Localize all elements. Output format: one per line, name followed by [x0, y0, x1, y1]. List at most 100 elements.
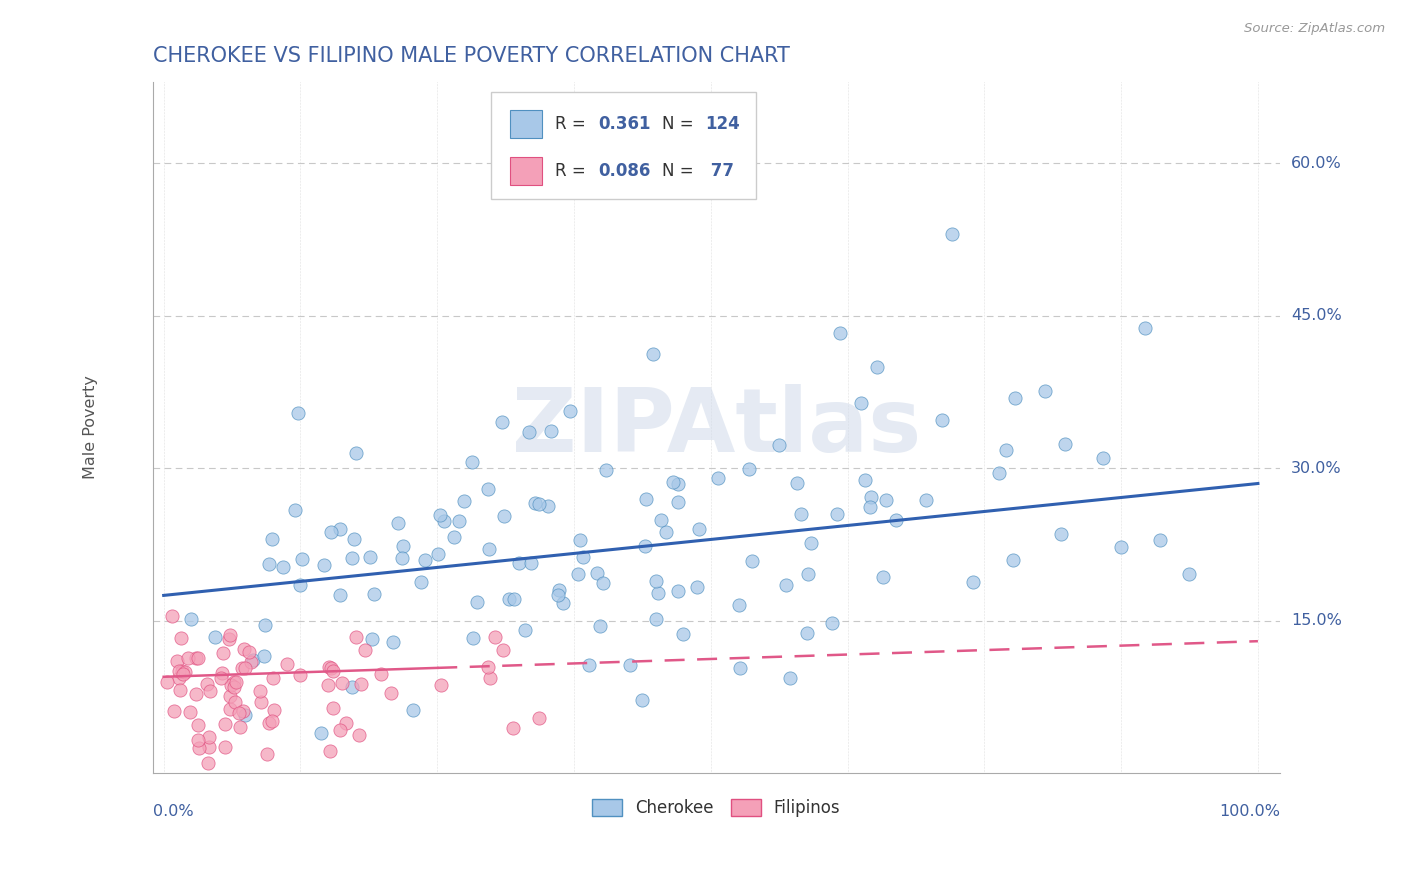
- Point: [197, 756, 219, 771]
- Point: [186, 688, 208, 702]
- Point: [1050, 527, 1073, 541]
- Point: [343, 532, 366, 546]
- Point: [941, 227, 963, 242]
- Point: [492, 643, 515, 657]
- Point: [166, 654, 188, 668]
- Point: [249, 684, 271, 698]
- Point: [233, 641, 256, 656]
- Point: [707, 471, 730, 485]
- Point: [340, 681, 363, 695]
- Point: [276, 657, 298, 672]
- Point: [349, 728, 371, 742]
- Point: [666, 495, 689, 509]
- Point: [779, 671, 801, 685]
- Point: [186, 650, 208, 665]
- Point: [228, 706, 250, 720]
- Point: [224, 695, 246, 709]
- Point: [329, 588, 352, 602]
- Point: [461, 454, 484, 468]
- Point: [859, 491, 882, 505]
- Point: [231, 661, 253, 675]
- Point: [1178, 566, 1201, 581]
- Point: [453, 493, 475, 508]
- Point: [647, 586, 669, 600]
- Text: 77: 77: [704, 161, 734, 179]
- Point: [263, 703, 285, 717]
- Point: [312, 558, 335, 572]
- Point: [195, 677, 218, 691]
- Legend: Cherokee, Filipinos: Cherokee, Filipinos: [585, 792, 848, 824]
- Point: [239, 655, 262, 669]
- FancyBboxPatch shape: [510, 157, 541, 185]
- Text: 15.0%: 15.0%: [1291, 614, 1341, 628]
- Point: [218, 628, 240, 642]
- Point: [219, 702, 242, 716]
- Point: [430, 678, 453, 692]
- Point: [502, 592, 524, 607]
- Point: [527, 710, 550, 724]
- Point: [197, 740, 219, 755]
- Point: [915, 492, 938, 507]
- Point: [187, 732, 209, 747]
- Point: [619, 658, 641, 673]
- Text: N =: N =: [662, 161, 699, 179]
- Point: [174, 665, 197, 679]
- Point: [198, 684, 221, 698]
- Point: [402, 703, 425, 717]
- Point: [322, 664, 344, 678]
- Point: [290, 578, 312, 592]
- Point: [381, 635, 404, 649]
- Point: [329, 723, 352, 737]
- Point: [519, 557, 541, 571]
- Point: [254, 617, 277, 632]
- Point: [177, 651, 200, 665]
- Point: [170, 632, 193, 646]
- Point: [359, 549, 381, 564]
- Point: [498, 592, 520, 607]
- Point: [478, 542, 501, 557]
- Point: [219, 678, 242, 692]
- Point: [1033, 384, 1056, 399]
- Point: [537, 499, 560, 513]
- Point: [592, 576, 614, 591]
- Point: [727, 599, 749, 613]
- Point: [316, 677, 339, 691]
- FancyBboxPatch shape: [491, 92, 755, 199]
- Point: [256, 747, 278, 761]
- Point: [172, 664, 194, 678]
- Point: [155, 675, 177, 690]
- Point: [567, 566, 589, 581]
- Point: [169, 683, 191, 698]
- Point: [214, 739, 236, 754]
- Point: [491, 416, 513, 430]
- Point: [508, 557, 530, 571]
- Point: [859, 500, 882, 515]
- Text: R =: R =: [555, 161, 591, 179]
- Point: [253, 649, 276, 664]
- Point: [232, 704, 254, 718]
- Point: [513, 624, 536, 638]
- Point: [329, 522, 352, 536]
- Point: [204, 630, 226, 644]
- Point: [188, 741, 211, 756]
- Point: [238, 644, 260, 658]
- Point: [775, 578, 797, 592]
- Point: [160, 609, 183, 624]
- Point: [284, 503, 307, 517]
- Point: [218, 632, 240, 646]
- Point: [242, 653, 264, 667]
- Point: [1133, 321, 1156, 335]
- Point: [995, 442, 1018, 457]
- Point: [547, 582, 569, 597]
- Point: [260, 532, 283, 546]
- Point: [551, 596, 574, 610]
- Point: [443, 530, 465, 544]
- Point: [853, 473, 876, 487]
- Point: [387, 516, 409, 531]
- Point: [212, 647, 235, 661]
- Point: [350, 677, 373, 691]
- Point: [360, 632, 382, 646]
- Point: [644, 612, 666, 626]
- Point: [1092, 451, 1115, 466]
- Text: 45.0%: 45.0%: [1291, 308, 1341, 323]
